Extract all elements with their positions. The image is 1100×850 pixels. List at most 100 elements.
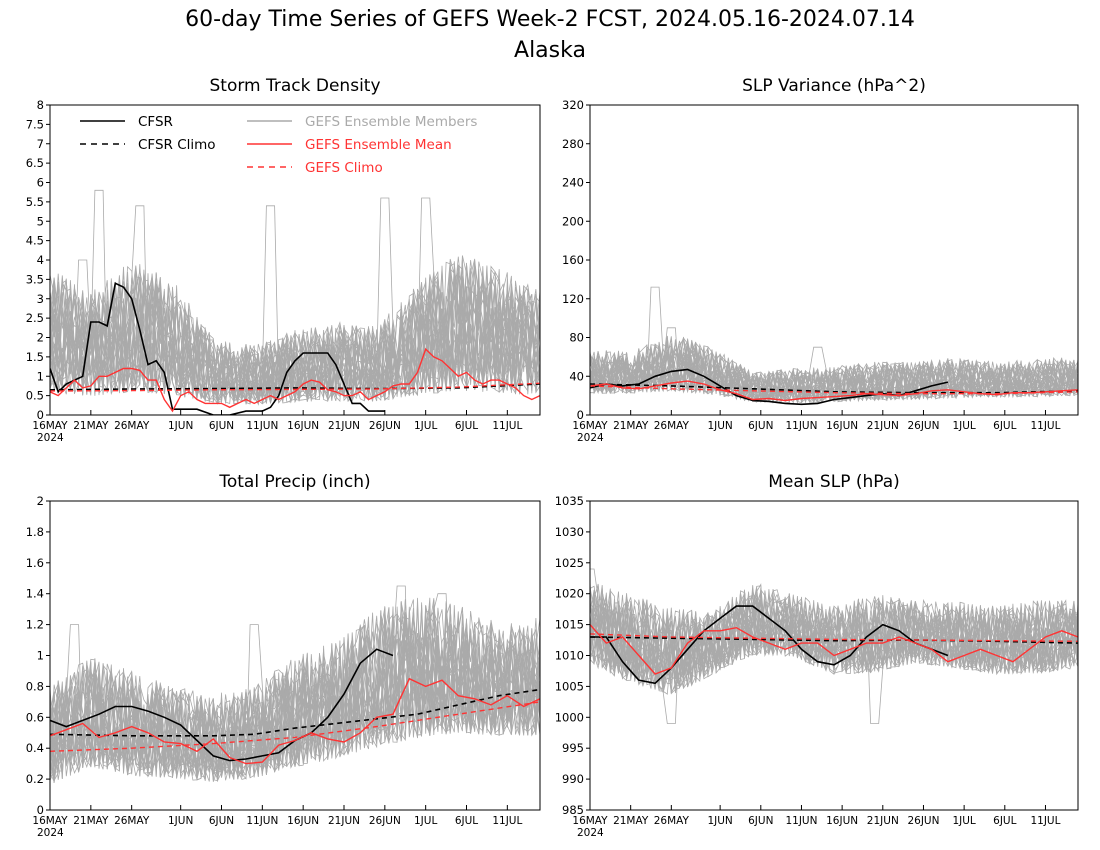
y-tick-label: 2 xyxy=(37,331,44,345)
y-tick-label: 0.8 xyxy=(26,679,44,693)
x-tick-label: 26JUN xyxy=(369,815,401,827)
x-tick-label: 26MAY xyxy=(654,420,690,432)
y-tick-label: 5.5 xyxy=(26,195,44,209)
y-tick-label: 990 xyxy=(562,772,584,786)
chart-panel: Total Precip (inch) 0 0.2 0.4 0.6 0.8 1 1.2 1.4 1… xyxy=(26,472,541,839)
series-line-cfsr xyxy=(590,605,949,685)
y-tick-label: 2.5 xyxy=(26,311,44,325)
x-tick-label: 1JUN xyxy=(707,420,732,432)
x-tick-label: 11JUN xyxy=(785,420,817,432)
series-line-gefs-ensemble-mean xyxy=(50,677,540,765)
plot-area xyxy=(590,568,1078,724)
legend-item: GEFS Ensemble Mean xyxy=(247,137,452,153)
series-line-gefs-climo xyxy=(50,382,540,392)
series-line-cfsr-climo xyxy=(50,383,540,391)
legend-item: CFSR Climo xyxy=(80,137,216,153)
x-tick-label: 11JUN xyxy=(246,420,278,432)
x-tick-label: 26JUN xyxy=(907,420,939,432)
series-line-cfsr-climo xyxy=(590,383,1078,394)
y-tick-label: 1.6 xyxy=(26,556,44,570)
legend-item: CFSR xyxy=(80,114,173,130)
x-tick-label: 26MAY xyxy=(114,815,150,827)
ensemble-member-line xyxy=(50,612,540,781)
legend-label: CFSR Climo xyxy=(138,137,216,153)
y-tick-label: 1.5 xyxy=(26,350,44,364)
y-tick-label: 160 xyxy=(562,253,584,267)
y-tick-label: 0 xyxy=(577,408,584,422)
x-tick-label: 6JUN xyxy=(748,815,773,827)
y-tick-label: 1 xyxy=(37,649,44,663)
x-tick-label: 26JUN xyxy=(907,815,939,827)
ensemble-member-line xyxy=(50,205,540,403)
x-tick-label: 6JUL xyxy=(455,815,478,827)
y-tick-label: 3.5 xyxy=(26,272,44,286)
y-tick-label: 0 xyxy=(37,803,44,817)
legend-label: CFSR xyxy=(138,114,173,130)
plot-area xyxy=(590,286,1078,406)
ensemble-member-line xyxy=(590,593,1078,695)
ensemble-member-line xyxy=(590,342,1078,404)
chart-panel: SLP Variance (hPa^2) 0 40 80 120 160 200 240 280… xyxy=(562,76,1079,444)
ensemble-member-line xyxy=(590,581,1078,683)
y-tick-label: 8 xyxy=(37,98,44,112)
y-tick-label: 1.4 xyxy=(26,587,44,601)
y-tick-label: 1005 xyxy=(555,679,584,693)
panel-title: SLP Variance (hPa^2) xyxy=(742,76,926,96)
x-tick-label: 26JUN xyxy=(369,420,401,432)
panel-title: Total Precip (inch) xyxy=(218,472,370,492)
ensemble-member-line xyxy=(590,598,1078,724)
legend-item: GEFS Climo xyxy=(247,160,383,176)
plot-area xyxy=(50,585,540,783)
ensemble-member-line xyxy=(590,593,1078,686)
ensemble-member-line xyxy=(50,602,540,782)
ensemble-member-line xyxy=(50,272,540,404)
x-tick-label: 16MAY xyxy=(572,815,608,827)
chart-panel: Storm Track Density 0 0.5 1 1.5 2 2.5 3 3.5 4 4.5 5… xyxy=(26,76,541,444)
ensemble-member-line xyxy=(50,603,540,778)
x-tick-label: 11JUN xyxy=(785,815,817,827)
legend: CFSR CFSR Climo GEFS Ensemble Members GEFS … xyxy=(80,114,477,176)
y-tick-label: 0 xyxy=(37,408,44,422)
x-year-label: 2024 xyxy=(577,827,604,839)
x-tick-label: 21JUN xyxy=(328,815,360,827)
ensemble-members xyxy=(590,286,1078,404)
series-line-cfsr xyxy=(50,648,394,762)
figure-title: 60-day Time Series of GEFS Week-2 FCST, … xyxy=(185,7,915,32)
series-line-gefs-ensemble-mean xyxy=(50,347,540,413)
y-tick-label: 200 xyxy=(562,214,584,228)
y-tick-label: 240 xyxy=(562,176,584,190)
panels: Storm Track Density 0 0.5 1 1.5 2 2.5 3 3.5 4 4.5 5… xyxy=(26,76,1079,839)
x-tick-label: 1JUN xyxy=(168,420,193,432)
legend-item: GEFS Ensemble Members xyxy=(247,114,477,130)
x-year-label: 2024 xyxy=(37,827,64,839)
series-line-cfsr-climo xyxy=(50,688,540,737)
x-tick-label: 11JUN xyxy=(246,815,278,827)
chart-panel: Mean SLP (hPa) 985 990 995 1000 1005 1010 1015 1… xyxy=(555,472,1079,839)
panel-title: Storm Track Density xyxy=(209,76,380,96)
x-tick-label: 1JUN xyxy=(707,815,732,827)
y-tick-label: 0.6 xyxy=(26,710,44,724)
ensemble-member-line xyxy=(50,258,540,404)
y-tick-label: 1010 xyxy=(555,649,584,663)
x-tick-label: 16MAY xyxy=(32,815,68,827)
ensemble-member-line xyxy=(50,598,540,782)
x-tick-label: 1JUN xyxy=(168,815,193,827)
y-tick-label: 1 xyxy=(37,369,44,383)
x-tick-label: 21JUN xyxy=(328,420,360,432)
legend-label: GEFS Ensemble Members xyxy=(305,114,477,130)
x-tick-label: 1JUL xyxy=(952,815,975,827)
x-tick-label: 6JUL xyxy=(993,420,1016,432)
legend-label: GEFS Ensemble Mean xyxy=(305,137,452,153)
y-tick-label: 1020 xyxy=(555,587,584,601)
y-tick-label: 4.5 xyxy=(26,234,44,248)
ensemble-member-line xyxy=(590,594,1078,689)
x-year-label: 2024 xyxy=(37,432,64,444)
x-tick-label: 6JUN xyxy=(209,815,234,827)
x-tick-label: 16MAY xyxy=(32,420,68,432)
x-tick-label: 21MAY xyxy=(73,815,109,827)
x-tick-label: 16JUN xyxy=(287,420,319,432)
legend-label: GEFS Climo xyxy=(305,160,383,176)
x-tick-label: 16JUN xyxy=(826,815,858,827)
y-tick-label: 6.5 xyxy=(26,156,44,170)
x-tick-label: 6JUL xyxy=(993,815,1016,827)
